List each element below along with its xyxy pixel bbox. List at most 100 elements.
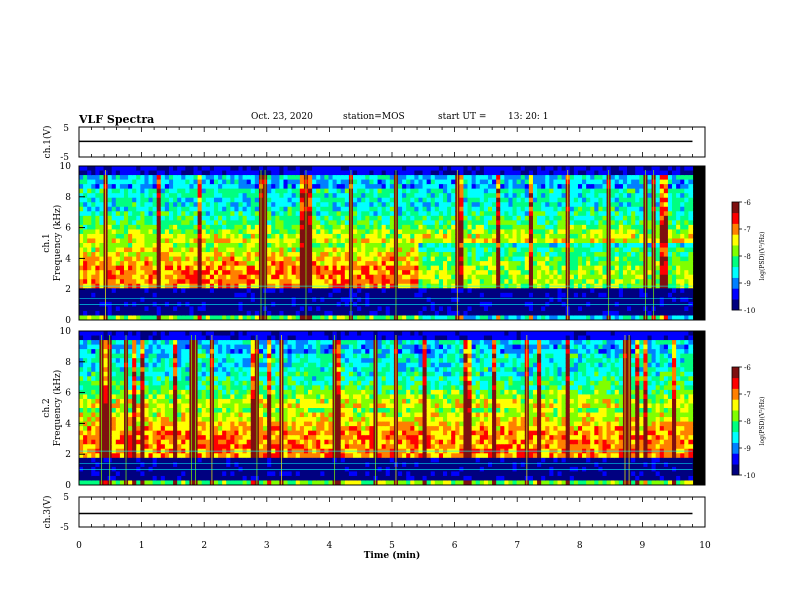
spectrogram-cell — [107, 243, 113, 249]
spectrogram-cell — [631, 238, 636, 244]
spectrogram-cell — [340, 261, 346, 267]
spectrogram-cell — [336, 233, 342, 240]
spectrogram-cell — [647, 288, 653, 294]
spectrogram-cell — [553, 256, 559, 262]
spectrogram-cell — [377, 215, 383, 221]
spectrogram-cell — [340, 279, 346, 285]
spectrogram-cell — [667, 229, 673, 235]
spectrogram-cell — [271, 224, 276, 231]
spectrogram-cell — [573, 202, 579, 208]
spectrogram-cell — [655, 184, 661, 190]
spectrogram-cell — [500, 265, 505, 271]
spectrogram-cell — [528, 310, 534, 317]
spectrogram-cell — [504, 279, 510, 285]
spectrogram-cell — [201, 233, 207, 240]
spectrogram-cell — [418, 184, 424, 190]
spectrogram-cell — [577, 310, 583, 317]
spectrogram-cell — [373, 243, 379, 249]
spectrogram-cell — [185, 166, 191, 172]
spectrogram-cell — [115, 297, 121, 303]
spectrogram-cell — [398, 197, 403, 203]
spectrogram-cell — [512, 224, 518, 231]
spectrogram-cell — [242, 215, 248, 221]
spectrogram-cell — [377, 184, 383, 190]
spectrogram-cell — [115, 220, 121, 226]
spectrogram-cell — [140, 274, 146, 280]
spectrogram-cell — [365, 175, 370, 181]
spectrogram-cell — [639, 243, 644, 249]
spectrogram-cell — [189, 197, 195, 203]
spectrogram-cell — [246, 243, 252, 249]
spectrogram-cell — [475, 247, 481, 253]
spectrogram-cell — [234, 270, 240, 276]
spectrogram-cell — [528, 206, 534, 212]
spectrogram-cell — [602, 243, 608, 249]
spectrogram-cell — [455, 166, 460, 172]
spectrogram-cell — [87, 229, 92, 235]
spectrogram-cell — [361, 179, 366, 185]
spectrogram-cell — [406, 315, 411, 320]
spectrogram-cell — [136, 247, 141, 253]
spectrogram-cell — [83, 184, 88, 190]
spectrogram-cell — [275, 184, 280, 190]
spectrogram-cell — [283, 310, 289, 317]
spectrogram-cell — [144, 188, 150, 194]
spectrogram-cell — [487, 206, 493, 212]
spectrogram-cell — [283, 297, 289, 303]
spectrogram-cell — [156, 288, 162, 294]
spectrogram-cell — [627, 274, 632, 280]
spectrogram-cell — [438, 211, 444, 217]
spectrogram-cell — [201, 193, 207, 199]
spectrogram-cell — [598, 166, 604, 172]
spectrogram-cell — [500, 252, 505, 258]
spectrogram-cell — [643, 166, 649, 172]
spectrogram-cell — [602, 274, 608, 280]
spectrogram-cell — [549, 197, 555, 203]
spectrogram-cell — [373, 297, 379, 303]
spectrogram-cell — [140, 265, 146, 271]
spectrogram-cell — [291, 261, 297, 267]
spectrogram-cell — [524, 238, 530, 244]
spectrogram-cell — [635, 197, 640, 203]
spectrogram-cell — [471, 220, 477, 226]
spectrogram-cell — [573, 170, 579, 176]
spectrogram-cell — [434, 315, 440, 320]
spectrogram-cell — [254, 261, 260, 267]
spectrogram-cell — [357, 292, 362, 298]
spectrogram-cell — [500, 166, 505, 172]
spectrogram-cell — [590, 270, 595, 276]
spectrogram-cell — [590, 184, 595, 190]
spectrogram-cell — [516, 224, 522, 231]
spectrogram-cell — [275, 261, 280, 267]
spectrogram-cell — [128, 243, 133, 249]
spectrogram-cell — [332, 247, 338, 253]
spectrogram-cell — [230, 288, 236, 294]
spectrogram-cell — [295, 206, 301, 212]
spectrogram-cell — [389, 206, 395, 212]
spectrogram-cell — [230, 265, 236, 271]
spectrogram-cell — [242, 233, 248, 240]
spectrogram-cell — [475, 261, 481, 267]
spectrogram-cell — [590, 274, 595, 280]
spectrogram-cell — [655, 247, 661, 253]
spectrogram-cell — [267, 211, 272, 217]
spectrogram-cell — [553, 166, 559, 172]
spectrogram-cell — [193, 256, 199, 262]
spectrogram-cell — [655, 175, 661, 181]
spectrogram-cell — [168, 206, 174, 212]
spectrogram-cell — [250, 238, 256, 244]
spectrogram-cell — [504, 166, 510, 172]
spectrogram-cell — [647, 247, 653, 253]
spectrogram-cell — [87, 211, 92, 217]
spectrogram-cell — [398, 175, 403, 181]
spectrogram-cell — [406, 292, 411, 298]
spectrogram-cell — [173, 206, 178, 212]
spectrogram-cell — [312, 170, 317, 176]
spectrogram-cell — [672, 297, 677, 303]
spectrogram-cell — [496, 288, 501, 294]
spectrogram-cell — [410, 211, 415, 217]
spectrogram-cell — [504, 256, 510, 262]
spectrogram-cell — [520, 256, 526, 262]
spectrogram-cell — [414, 310, 420, 317]
spectrogram-cell — [602, 206, 608, 212]
